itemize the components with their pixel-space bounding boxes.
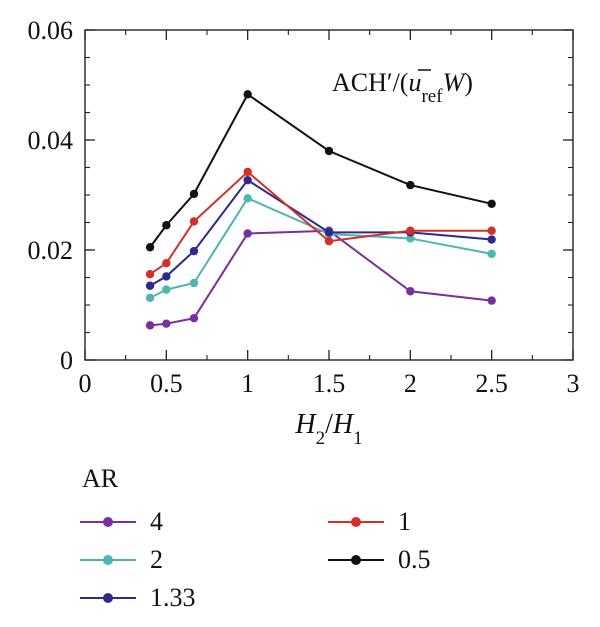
series-line (149, 92, 492, 248)
y-tick-label: 0 (60, 346, 73, 375)
y-tick-label: 0.02 (28, 236, 74, 265)
data-point (487, 199, 496, 208)
legend-label: 1 (398, 507, 411, 536)
data-point (324, 237, 334, 246)
x-tick-label: 2.5 (475, 369, 508, 398)
data-point (487, 235, 496, 244)
legend-swatch (328, 550, 384, 570)
data-point (243, 167, 252, 177)
legend-swatch (80, 550, 136, 570)
series-line (149, 170, 492, 276)
x-tick-label: 1.5 (313, 369, 346, 398)
data-point (162, 259, 171, 268)
legend-swatch (80, 588, 136, 608)
data-point (189, 314, 199, 323)
series-layer (145, 90, 496, 330)
x-tick-label: 3 (567, 369, 580, 398)
data-point (145, 243, 155, 252)
chart-annotation: ACH′/(urefW) (332, 68, 473, 107)
x-tick-label: 0 (79, 369, 92, 398)
data-point (487, 226, 496, 235)
series-2 (145, 194, 496, 303)
y-tick-label: 0.04 (28, 126, 74, 155)
legend-label: 2 (150, 545, 163, 574)
plot-frame (84, 29, 574, 361)
data-point (189, 217, 199, 226)
data-point (189, 189, 199, 199)
series-1 (145, 167, 496, 279)
data-point (406, 226, 415, 235)
data-point (162, 221, 171, 230)
x-axis-title: H2/H1 (294, 409, 362, 449)
series-0.5 (145, 90, 496, 252)
data-point (162, 272, 171, 281)
tick-labels: 0 0.5 1 1.5 2 2.5 3 0 0.02 0.04 0.06 (28, 16, 580, 398)
data-point (243, 229, 252, 238)
series-4 (145, 226, 496, 330)
data-point (162, 285, 171, 294)
data-point (189, 246, 199, 256)
data-point (243, 194, 252, 203)
data-point (145, 321, 155, 330)
legend-swatch (328, 512, 384, 532)
data-point (145, 270, 155, 279)
x-tick-label: 2 (404, 369, 417, 398)
data-point (406, 287, 415, 296)
data-point (324, 146, 334, 156)
legend-title: AR (82, 464, 119, 493)
data-point (406, 234, 415, 243)
x-tick-label: 0.5 (150, 369, 183, 398)
data-point (406, 180, 415, 190)
legend-item: 0.5 (328, 542, 431, 578)
data-point (243, 175, 252, 185)
x-tick-label: 1 (241, 369, 254, 398)
data-point (189, 278, 199, 288)
series-line (149, 197, 492, 299)
legend-item: 4 (80, 504, 163, 540)
data-point (162, 319, 171, 328)
data-point (324, 228, 334, 237)
legend-item: 1 (328, 504, 411, 540)
legend: AR 4 2 1.33 1 0.5 (80, 464, 560, 614)
data-point (487, 249, 496, 259)
chart: 0 0.5 1 1.5 2 2.5 300.020.040.06 ACH′/(urefW) … (28, 16, 580, 449)
data-point (145, 281, 155, 290)
legend-label: 0.5 (398, 545, 431, 574)
legend-item: 2 (80, 542, 163, 578)
data-point (145, 293, 155, 303)
data-point (243, 90, 252, 99)
data-point (487, 296, 496, 305)
legend-item: 1.33 (80, 580, 196, 616)
legend-label: 1.33 (150, 583, 196, 612)
legend-label: 4 (150, 507, 163, 536)
y-tick-label: 0.06 (28, 16, 74, 45)
legend-swatch (80, 512, 136, 532)
axis-ticks (84, 29, 574, 361)
